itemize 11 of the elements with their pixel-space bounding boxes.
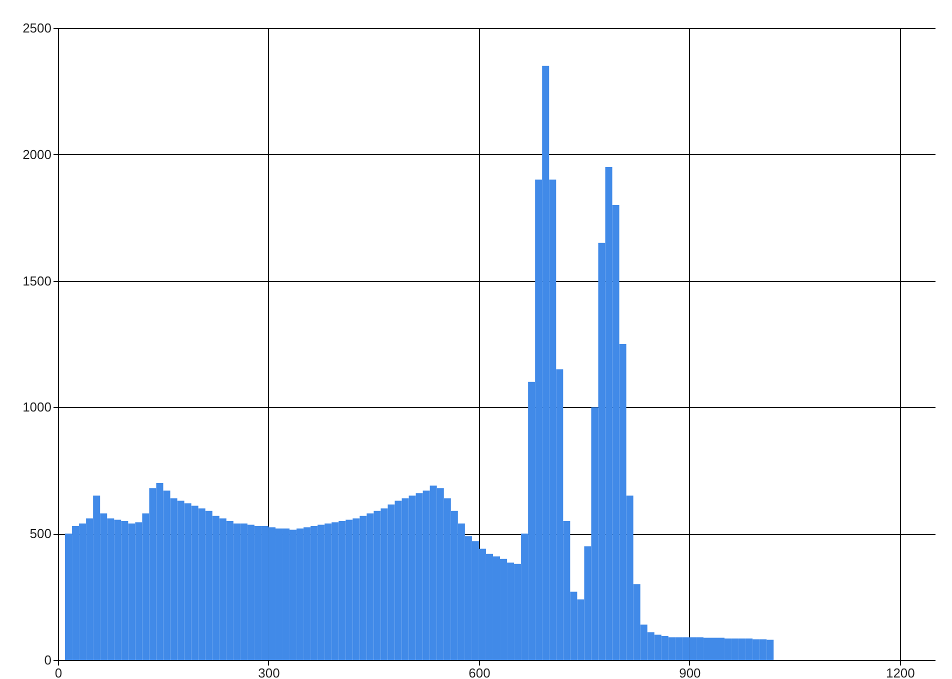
y-tick-label: 1000 xyxy=(22,400,52,415)
x-tick-label: 600 xyxy=(468,666,490,679)
x-tick-label: 900 xyxy=(679,666,701,679)
x-tick-label: 0 xyxy=(54,666,62,679)
y-tick-label: 2000 xyxy=(22,146,52,162)
x-tick-label: 300 xyxy=(258,666,280,679)
y-tick-label: 0 xyxy=(44,652,52,668)
y-tick-label: 1500 xyxy=(22,273,52,288)
y-tick-label: 2500 xyxy=(22,20,52,36)
y-tick-label: 500 xyxy=(30,526,52,542)
x-tick-label: 1200 xyxy=(886,666,915,679)
